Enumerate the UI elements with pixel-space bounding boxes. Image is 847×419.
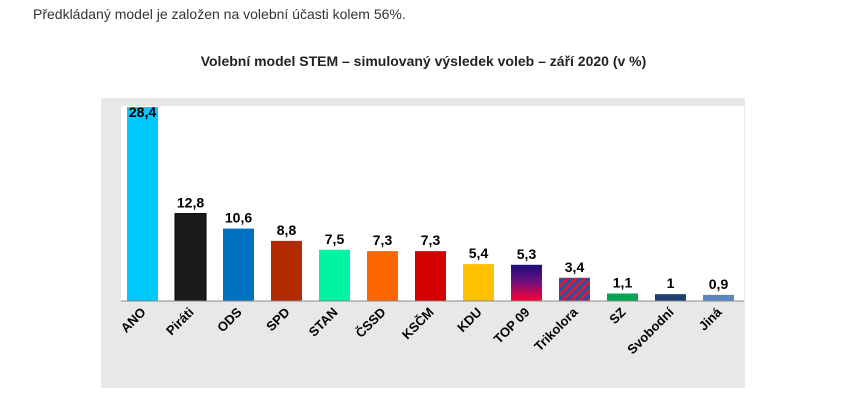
value-label-stan: 7,5 (325, 231, 345, 247)
bar-ano (127, 107, 158, 301)
category-label-cssd: ČSSD (352, 305, 388, 341)
category-label-sz: SZ (606, 304, 628, 326)
bar-ods (223, 228, 254, 301)
bar-sz (607, 293, 638, 301)
value-label-kscm: 7,3 (421, 232, 441, 248)
value-label-ano: 28,4 (129, 104, 156, 120)
category-label-ods: ODS (214, 304, 245, 335)
category-label-spd: SPD (263, 305, 293, 335)
category-label-ano: ANO (118, 305, 149, 336)
value-label-sz: 1,1 (613, 274, 633, 290)
intro-text: Předkládaný model je založen na volební … (33, 6, 406, 22)
bar-stan (319, 249, 350, 301)
bar-jina (703, 294, 734, 301)
value-label-spd: 8,8 (277, 222, 297, 238)
bar-spd (271, 240, 302, 301)
category-label-stan: STAN (306, 305, 341, 340)
bar-kdu (463, 264, 494, 301)
value-label-kdu: 5,4 (469, 245, 489, 261)
category-label-svobodni: Svobodní (624, 304, 677, 357)
value-label-trikolora: 3,4 (565, 259, 585, 275)
category-label-kscm: KSČM (399, 305, 437, 343)
category-label-pirati: Piráti (163, 305, 197, 339)
category-label-jina: Jiná (696, 304, 726, 334)
bar-pirati (174, 213, 207, 302)
bar-trikolora (559, 277, 590, 301)
chart-title: Volební model STEM – simulovaný výsledek… (200, 53, 647, 69)
value-label-cssd: 7,3 (373, 232, 393, 248)
value-label-jina: 0,9 (709, 276, 729, 292)
value-label-ods: 10,6 (225, 210, 252, 226)
bar-chart: 28,4 ANO 12,8 Piráti 10,6 ODS 8,8 SPD 7,5 STAN 7,3… (118, 104, 744, 357)
value-label-top-09: 5,3 (517, 246, 537, 262)
bar-kscm (415, 251, 446, 301)
bar-top-09 (511, 264, 542, 301)
chart-panel: 28,4 ANO 12,8 Piráti 10,6 ODS 8,8 SPD 7,5 STAN 7,3… (101, 98, 745, 388)
value-label-pirati: 12,8 (177, 195, 204, 211)
value-label-svobodni: 1 (667, 275, 675, 291)
bar-cssd (367, 251, 398, 301)
category-label-trikolora: Trikolora (531, 304, 581, 354)
category-label-top-09: TOP 09 (491, 305, 533, 347)
category-label-kdu: KDU (454, 305, 485, 336)
bar-svobodni (655, 294, 686, 301)
